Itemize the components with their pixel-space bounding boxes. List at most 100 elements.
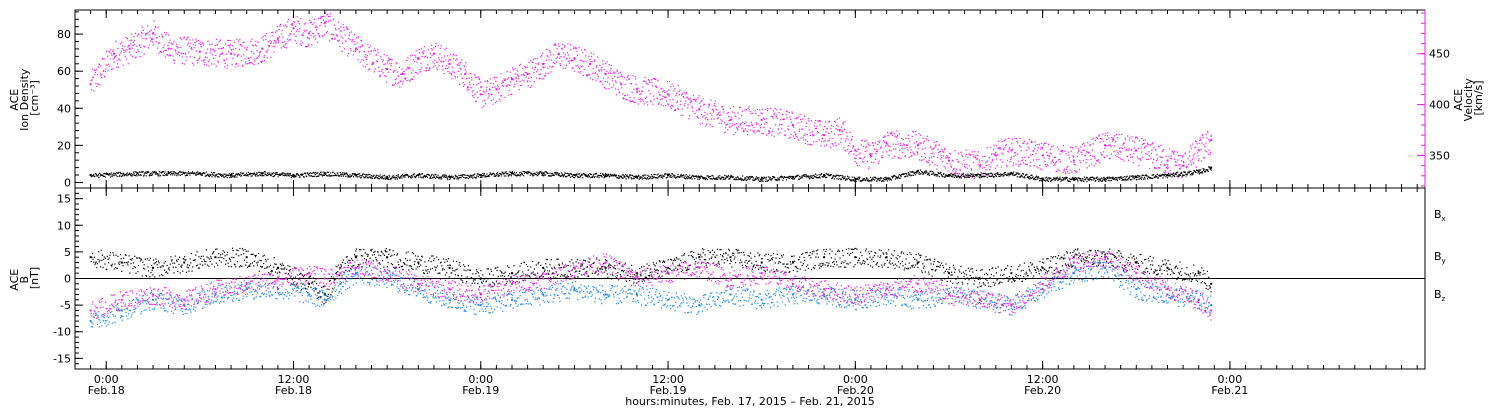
velocity-point	[401, 73, 404, 76]
velocity-sample	[712, 109, 714, 111]
velocity-sample	[1147, 143, 1149, 145]
velocity-sample	[698, 95, 700, 97]
density-sample	[280, 173, 282, 175]
velocity-sample	[534, 66, 537, 68]
velocity-sample	[664, 91, 666, 93]
velocity-sample	[633, 97, 635, 99]
velocity-sample	[94, 69, 96, 72]
velocity-sample	[469, 84, 471, 86]
density-sample	[994, 173, 996, 175]
density-sample	[402, 175, 405, 177]
velocity-sample	[184, 53, 187, 55]
density-sample	[495, 174, 497, 177]
velocity-sample	[134, 32, 137, 34]
density-sample	[794, 178, 796, 180]
velocity-sample	[259, 52, 261, 54]
density-sample	[762, 178, 765, 180]
density-sample	[846, 175, 849, 177]
density-sample	[1018, 173, 1020, 175]
velocity-sample	[929, 146, 931, 148]
density-sample	[526, 171, 528, 173]
velocity-sample	[1071, 147, 1074, 149]
velocity-sample	[814, 127, 816, 130]
density-sample	[531, 174, 533, 176]
velocity-sample	[244, 58, 246, 60]
velocity-sample	[211, 43, 213, 45]
density-sample	[669, 176, 671, 178]
velocity-sample	[1122, 142, 1125, 144]
velocity-sample	[898, 133, 900, 135]
velocity-sample	[267, 40, 269, 43]
density-sample	[273, 174, 276, 177]
velocity-sample	[554, 43, 556, 45]
density-sample	[213, 174, 215, 177]
velocity-sample	[732, 123, 734, 125]
density-sample	[662, 177, 664, 179]
velocity-sample	[256, 57, 258, 59]
density-sample	[971, 176, 973, 178]
density-sample	[145, 171, 147, 173]
density-sample	[541, 174, 543, 176]
velocity-sample	[138, 45, 141, 47]
density-sample	[879, 179, 881, 181]
density-sample	[212, 174, 214, 176]
velocity-sample	[237, 54, 239, 56]
velocity-sample	[951, 172, 953, 174]
velocity-sample	[122, 49, 125, 51]
velocity-sample	[639, 93, 641, 96]
density-sample	[996, 173, 998, 175]
density-sample	[866, 179, 869, 182]
velocity-sample	[225, 43, 227, 45]
velocity-sample	[970, 153, 972, 156]
density-sample	[366, 175, 368, 177]
density-sample	[120, 172, 122, 175]
density-sample	[761, 177, 764, 179]
density-sample	[628, 174, 631, 176]
density-sample	[857, 178, 859, 180]
velocity-sample	[591, 79, 594, 81]
velocity-sample	[401, 68, 403, 70]
density-sample	[692, 175, 694, 177]
velocity-sample	[204, 56, 207, 58]
density-sample	[260, 173, 262, 175]
density-sample	[1161, 174, 1163, 177]
velocity-sample	[345, 26, 347, 28]
velocity-sample	[280, 23, 282, 25]
density-sample	[556, 171, 558, 174]
velocity-sample	[570, 49, 572, 51]
density-sample	[536, 175, 539, 177]
velocity-sample	[701, 100, 703, 102]
velocity-sample	[720, 122, 722, 124]
velocity-sample	[272, 45, 274, 48]
density-sample	[530, 172, 532, 174]
density-sample	[396, 178, 398, 180]
velocity-sample	[1102, 140, 1104, 142]
velocity-sample	[772, 110, 775, 112]
density-sample	[805, 174, 807, 176]
density-sample	[327, 175, 329, 177]
density-sample	[174, 174, 176, 176]
velocity-sample	[368, 51, 370, 53]
density-sample	[388, 174, 390, 177]
velocity-sample	[743, 129, 745, 131]
density-sample	[373, 174, 375, 176]
velocity-sample	[610, 64, 613, 66]
velocity-sample	[155, 41, 157, 43]
density-sample	[648, 175, 650, 178]
density-sample	[265, 173, 267, 176]
density-sample	[1180, 171, 1182, 173]
velocity-sample	[266, 33, 268, 35]
density-sample	[1065, 176, 1067, 178]
velocity-sample	[1039, 168, 1041, 170]
density-sample	[858, 177, 860, 179]
velocity-sample	[236, 55, 238, 57]
velocity-sample	[739, 124, 741, 126]
velocity-sample	[114, 55, 116, 58]
density-sample	[1045, 179, 1047, 181]
velocity-sample	[1038, 158, 1040, 161]
density-sample	[933, 172, 935, 174]
velocity-sample	[1121, 147, 1124, 150]
velocity-sample	[164, 56, 166, 58]
density-sample	[1062, 178, 1065, 180]
velocity-sample	[694, 113, 696, 115]
